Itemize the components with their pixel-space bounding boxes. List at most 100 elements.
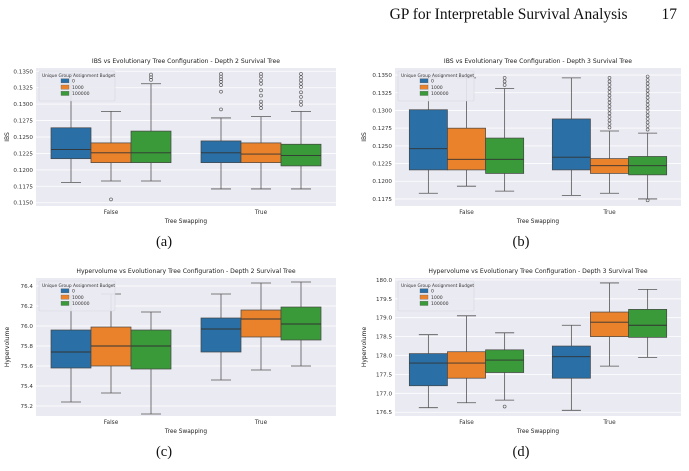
outlier-point xyxy=(502,79,507,84)
outlier-point xyxy=(607,100,612,105)
outlier-point xyxy=(645,120,650,125)
running-head: GP for Interpretable Survival Analysis 17 xyxy=(390,6,677,24)
y-tick-label: 0.1225 xyxy=(13,151,33,157)
outlier-point xyxy=(259,78,263,83)
outlier-point xyxy=(502,83,507,87)
legend-entry-100000: 100000 xyxy=(431,91,449,97)
legend-entry-0: 0 xyxy=(431,79,434,85)
legend-box xyxy=(38,280,116,312)
y-tick-label: 76.2 xyxy=(21,304,33,310)
legend-entry-0: 0 xyxy=(72,289,75,295)
outlier-point xyxy=(259,88,263,93)
outlier-point xyxy=(149,72,153,77)
y-tick-label: 0.1175 xyxy=(372,197,392,203)
legend: Unique Group Assignment Budget0100010000… xyxy=(38,70,115,102)
outlier-point xyxy=(219,72,223,76)
legend-entry-1000: 1000 xyxy=(431,295,443,301)
y-tick-label: 75.8 xyxy=(21,344,34,350)
y-axis-label: Hypervolume xyxy=(361,327,368,368)
box-1000-False xyxy=(447,77,486,187)
outlier-point xyxy=(219,89,223,94)
y-tick-label: 0.1300 xyxy=(372,108,392,114)
x-axis-label: Tree Swapping xyxy=(164,429,208,435)
legend-entry-100000: 100000 xyxy=(431,301,449,307)
legend: Unique Group Assignment Budget0100010000… xyxy=(397,280,475,312)
chart-svg: IBS vs Evolutionary Tree Configuration -… xyxy=(4,58,336,225)
x-tick-label: False xyxy=(459,210,474,216)
outlier-point xyxy=(645,124,650,128)
legend-swatch-1000 xyxy=(60,84,70,90)
legend-title: Unique Group Assignment Budget xyxy=(401,73,474,79)
legend-swatch-100000 xyxy=(419,301,429,306)
box-1000-True xyxy=(240,72,282,190)
legend-swatch-1000 xyxy=(419,294,429,300)
chart-svg: IBS vs Evolutionary Tree Configuration -… xyxy=(361,58,681,225)
outlier-point xyxy=(607,93,612,98)
box-body xyxy=(628,309,668,338)
chart-svg: Hypervolume vs Evolutionary Tree Configu… xyxy=(361,268,681,435)
legend-entry-1000: 1000 xyxy=(431,85,443,91)
x-tick-label: True xyxy=(602,210,616,216)
legend-swatch-100000 xyxy=(60,91,70,96)
box-body xyxy=(408,353,448,387)
y-tick-label: 0.1275 xyxy=(13,119,33,125)
box-100000-True xyxy=(280,72,322,190)
y-tick-label: 0.1150 xyxy=(13,201,33,207)
legend-title: Unique Group Assignment Budget xyxy=(42,73,115,79)
y-tick-label: 0.1250 xyxy=(13,135,33,141)
box-body xyxy=(200,140,242,163)
outlier-point xyxy=(607,118,612,123)
x-tick-label: False xyxy=(104,420,119,426)
x-axis-label: Tree Swapping xyxy=(516,429,560,435)
legend: Unique Group Assignment Budget0100010000… xyxy=(38,280,116,312)
outlier-point xyxy=(607,79,612,84)
box-0-True xyxy=(551,324,591,411)
outlier-point xyxy=(502,76,507,80)
box-0-True xyxy=(200,293,242,381)
chart-title: Hypervolume vs Evolutionary Tree Configu… xyxy=(76,268,296,275)
caption-c: (c) xyxy=(155,444,173,460)
outlier-point xyxy=(645,99,650,104)
legend-swatch-1000 xyxy=(60,294,70,300)
outlier-point xyxy=(607,111,612,116)
legend-entry-1000: 1000 xyxy=(72,295,84,301)
caption-d: (d) xyxy=(512,444,530,460)
outlier-point xyxy=(607,115,612,119)
x-tick-label: True xyxy=(254,420,268,426)
box-body xyxy=(240,309,282,338)
legend: Unique Group Assignment Budget0100010000… xyxy=(397,70,475,102)
box-1000-False xyxy=(90,293,132,394)
box-body xyxy=(551,345,591,379)
y-tick-label: 0.1325 xyxy=(372,91,392,97)
legend-entry-100000: 100000 xyxy=(72,91,90,97)
y-tick-label: 0.1350 xyxy=(372,73,392,79)
outlier-point xyxy=(109,197,113,202)
outlier-point xyxy=(299,99,303,104)
outlier-point xyxy=(645,81,650,86)
outlier-point xyxy=(259,74,263,79)
legend-swatch-0 xyxy=(419,288,429,294)
outlier-point xyxy=(219,107,223,112)
y-tick-label: 0.1175 xyxy=(13,184,33,190)
y-tick-label: 180.0 xyxy=(376,278,392,284)
outlier-point xyxy=(645,85,650,89)
y-tick-label: 177.0 xyxy=(376,391,392,397)
outlier-point xyxy=(645,106,650,111)
y-axis-label: IBS xyxy=(361,132,368,142)
box-1000-True xyxy=(590,76,629,194)
legend-box xyxy=(397,70,475,102)
box-100000-False xyxy=(130,311,172,415)
outlier-point xyxy=(645,102,650,107)
legend-box xyxy=(397,280,475,312)
x-tick-label: True xyxy=(254,210,268,216)
box-100000-True xyxy=(628,74,668,203)
x-tick-label: True xyxy=(602,420,616,426)
outlier-point xyxy=(645,198,650,203)
x-tick-label: False xyxy=(459,420,474,426)
y-tick-label: 0.1200 xyxy=(372,179,392,185)
caption-a: (a) xyxy=(155,234,173,250)
box-body xyxy=(90,326,132,367)
box-0-False xyxy=(408,334,448,409)
outlier-point xyxy=(502,404,507,409)
outlier-point xyxy=(607,83,612,87)
